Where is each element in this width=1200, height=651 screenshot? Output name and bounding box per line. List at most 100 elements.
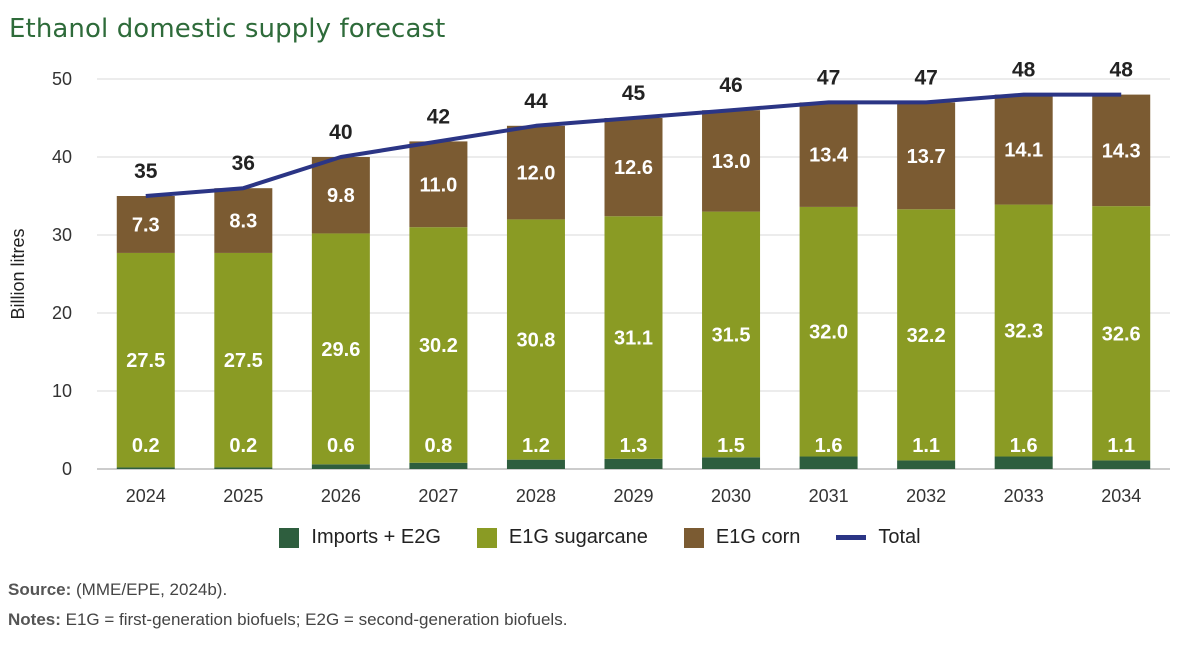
y-tick-label: 40 — [52, 147, 72, 167]
data-label-sugarcane: 32.0 — [809, 322, 848, 344]
y-tick-label: 20 — [52, 303, 72, 323]
data-label-sugarcane: 27.5 — [126, 350, 165, 372]
data-label-imports: 1.6 — [815, 435, 843, 457]
x-tick-label: 2030 — [711, 486, 751, 506]
legend-item-corn: E1G corn — [683, 526, 800, 549]
data-label-sugarcane: 30.8 — [516, 330, 555, 352]
bar-segment-corn — [409, 141, 468, 228]
data-label-sugarcane: 31.1 — [614, 328, 653, 350]
data-label-imports: 1.5 — [717, 435, 745, 457]
total-label: 36 — [232, 152, 255, 175]
data-label-sugarcane: 32.6 — [1102, 323, 1141, 345]
notes-text: E1G = first-generation biofuels; E2G = s… — [60, 610, 568, 629]
x-tick-label: 2034 — [1101, 486, 1141, 506]
legend-swatch-total — [836, 535, 867, 540]
bar-segment-imports — [214, 467, 273, 469]
bar-segment-imports — [1092, 460, 1151, 469]
legend-item-total: Total — [836, 526, 921, 549]
data-label-corn: 14.1 — [1004, 140, 1043, 162]
legend-swatch-imports — [279, 527, 300, 548]
data-label-corn: 13.7 — [907, 146, 946, 168]
bar-segment-imports — [604, 458, 663, 469]
source-label: Source: — [8, 580, 72, 599]
total-label: 48 — [1110, 59, 1134, 82]
bar-segment-corn — [799, 102, 858, 207]
bar-segment-corn — [506, 125, 565, 220]
total-label: 35 — [134, 160, 158, 183]
bar-segment-imports — [702, 457, 761, 469]
bar-segment-sugarcane — [311, 233, 370, 465]
data-label-imports: 1.2 — [522, 435, 550, 457]
data-label-sugarcane: 27.5 — [224, 350, 263, 372]
data-label-corn: 13.4 — [809, 145, 849, 167]
bar-segment-sugarcane — [116, 252, 175, 468]
bar-segment-sugarcane — [604, 216, 663, 459]
bar-segment-sugarcane — [702, 211, 761, 458]
x-tick-label: 2029 — [613, 486, 653, 506]
data-label-imports: 1.1 — [1107, 435, 1135, 457]
source-note: Source: (MME/EPE, 2024b). — [8, 580, 227, 600]
bar-segment-corn — [604, 118, 663, 217]
bar-segment-sugarcane — [799, 206, 858, 457]
data-label-imports: 1.3 — [620, 435, 648, 457]
total-label: 45 — [622, 82, 646, 105]
data-label-imports: 0.8 — [425, 435, 453, 457]
data-label-corn: 9.8 — [327, 185, 355, 207]
notes-label: Notes: — [8, 610, 61, 629]
total-label: 44 — [524, 90, 548, 113]
data-label-sugarcane: 29.6 — [321, 339, 360, 361]
bar-segment-sugarcane — [506, 219, 565, 460]
x-tick-label: 2025 — [223, 486, 263, 506]
total-label: 40 — [329, 121, 352, 144]
source-text: (MME/EPE, 2024b). — [71, 580, 228, 599]
x-tick-label: 2026 — [321, 486, 361, 506]
bar-segment-corn — [702, 110, 761, 212]
data-label-corn: 11.0 — [419, 174, 457, 196]
data-label-corn: 7.3 — [132, 214, 160, 236]
data-label-imports: 1.1 — [912, 435, 940, 457]
bar-segment-imports — [994, 456, 1053, 469]
bar-segment-sugarcane — [994, 204, 1053, 457]
legend-swatch-sugarcane — [476, 527, 497, 548]
data-label-corn: 12.0 — [516, 163, 555, 185]
legend-label: E1G sugarcane — [508, 526, 648, 548]
legend-item-imports: Imports + E2G — [279, 526, 441, 549]
bar-segment-corn — [994, 94, 1053, 205]
data-label-sugarcane: 32.2 — [907, 325, 946, 347]
total-label: 48 — [1012, 59, 1036, 82]
legend-swatch-corn — [683, 527, 704, 548]
legend-item-sugarcane: E1G sugarcane — [476, 526, 648, 549]
bar-segment-sugarcane — [409, 227, 468, 463]
bar-segment-imports — [897, 460, 956, 469]
total-label: 42 — [427, 105, 450, 128]
bar-segment-corn — [116, 196, 175, 253]
data-label-sugarcane: 31.5 — [712, 324, 751, 346]
x-tick-label: 2028 — [516, 486, 556, 506]
y-tick-label: 50 — [52, 69, 72, 89]
y-axis-label: Billion litres — [8, 228, 28, 319]
data-label-imports: 1.6 — [1010, 435, 1038, 457]
bar-segment-imports — [506, 459, 565, 469]
y-tick-label: 30 — [52, 225, 72, 245]
bar-segment-sugarcane — [897, 209, 956, 461]
bar-segment-imports — [409, 462, 468, 469]
bar-segment-corn — [214, 188, 273, 253]
chart-title: Ethanol domestic supply forecast — [9, 14, 446, 44]
data-label-sugarcane: 30.2 — [419, 335, 458, 357]
data-label-imports: 0.2 — [132, 435, 160, 457]
total-label: 47 — [914, 66, 937, 89]
legend: Imports + E2G E1G sugarcane E1G corn Tot… — [0, 526, 1200, 549]
total-label: 46 — [719, 74, 742, 97]
data-label-corn: 14.3 — [1102, 140, 1141, 162]
bar-segment-imports — [799, 456, 858, 469]
bar-segment-corn — [1092, 94, 1151, 207]
y-tick-label: 10 — [52, 381, 72, 401]
data-label-corn: 12.6 — [614, 157, 653, 179]
legend-label: Total — [878, 526, 921, 548]
data-label-corn: 13.0 — [712, 151, 751, 173]
data-label-sugarcane: 32.3 — [1004, 321, 1043, 343]
total-label: 47 — [817, 66, 840, 89]
bar-segment-sugarcane — [214, 252, 273, 468]
data-label-corn: 8.3 — [229, 211, 257, 233]
